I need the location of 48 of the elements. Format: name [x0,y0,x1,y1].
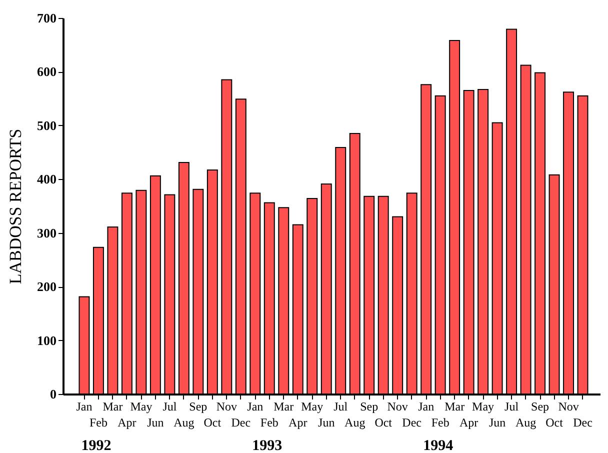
x-tick-label: Apr [118,416,136,430]
y-tick-label: 0 [50,386,56,402]
y-axis-title: LABDOSS REPORTS [6,128,25,284]
x-tick-label: May [130,400,152,414]
x-tick-label: Jan [76,400,92,414]
x-tick-label: Oct [546,416,564,430]
x-tick-label: Dec [573,416,592,430]
x-tick-label: Feb [260,416,278,430]
x-tick-label: Nov [387,400,408,414]
y-tick-label: 500 [37,118,56,133]
y-tick-label: 700 [37,10,56,26]
y-tick-label: 200 [37,279,56,294]
x-tick-label: Aug [174,416,194,430]
text: 1994 [423,438,454,453]
x-tick-label: Mar [102,400,123,414]
text: 1993 [252,438,282,453]
x-tick-label: Jul [334,400,348,414]
x-tick-label: Jun [488,416,506,430]
y-tick-label: 100 [37,332,56,348]
x-tick-label: Oct [374,416,393,430]
x-tick-label: Jun [147,416,164,430]
x-tick-label: Sep [189,400,208,414]
x-tick-label: Oct [204,416,222,430]
x-tick-label: Jan [418,400,434,414]
x-tick-label: Dec [402,416,422,430]
x-tick-label: Sep [531,400,550,414]
x-tick-label: Apr [288,416,308,430]
x-tick-label: Jul [504,400,520,414]
x-tick-label: Feb [89,416,108,430]
text: 1992 [81,438,112,453]
x-tick-label: Feb [431,416,450,430]
x-tick-label: Sep [360,400,378,414]
x-tick-label: Jan [247,400,264,414]
y-tick-label: 400 [37,172,56,187]
x-tick-label: May [472,400,494,414]
x-tick-label: Mar [274,400,294,414]
x-tick-label: Apr [459,416,478,430]
x-tick-label: Aug [515,416,536,430]
x-tick-label: Nov [558,400,579,414]
x-tick-label: Jun [318,416,335,430]
y-tick-label: 600 [37,64,56,80]
x-tick-label: Dec [231,416,251,430]
x-tick-label: Aug [344,416,366,430]
x-tick-label: Nov [216,400,237,414]
y-tick-label: 300 [37,225,56,240]
x-tick-label: May [301,400,324,414]
x-tick-label: Mar [444,400,465,414]
x-tick-label: Jul [162,400,178,414]
